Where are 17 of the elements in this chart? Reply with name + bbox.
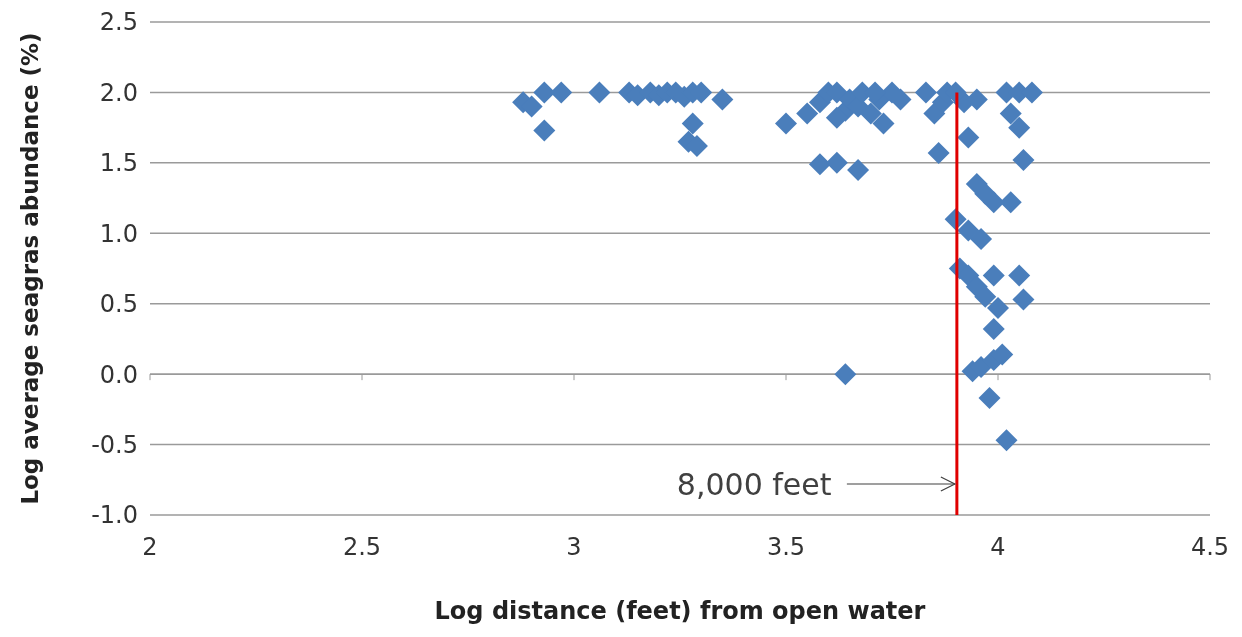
y-tick-label: -0.5 (91, 430, 138, 459)
y-axis-title: Log average seagras abundance (%) (17, 32, 43, 505)
x-axis-title: Log distance (feet) from open water (434, 597, 926, 625)
x-tick-label: 3.5 (766, 533, 806, 561)
y-tick-label: 0.5 (99, 290, 138, 319)
y-tick-label: 1.0 (99, 219, 138, 248)
x-tick-label: 2.5 (342, 533, 382, 561)
annotation: 8,000 feet (676, 466, 832, 502)
y-tick-label: -1.0 (91, 501, 138, 530)
x-tick-label: 4.5 (1190, 533, 1230, 561)
y-tick-label: 2.5 (99, 8, 138, 37)
y-tick-label: 1.5 (99, 149, 138, 178)
y-tick-label: 2.0 (99, 78, 138, 107)
x-tick-label: 4 (990, 533, 1006, 561)
x-tick-label: 2 (142, 533, 158, 561)
y-tick-label: 0.0 (99, 360, 138, 389)
x-tick-label: 3 (566, 533, 582, 561)
